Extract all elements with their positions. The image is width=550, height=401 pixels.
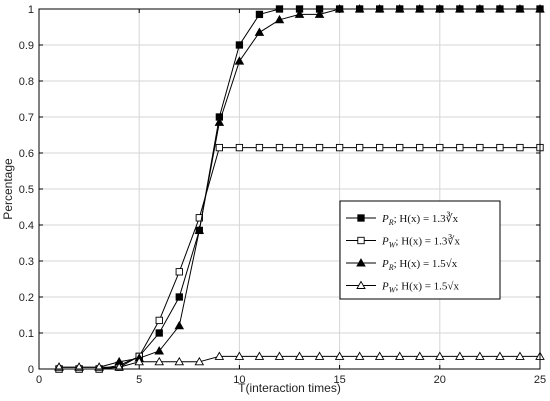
data-point <box>496 143 504 152</box>
data-point <box>495 351 505 360</box>
y-tick-label: 0.2 <box>19 292 34 304</box>
y-tick-label: 0.9 <box>19 40 34 52</box>
data-point <box>255 143 264 152</box>
y-tick-label: 0.3 <box>19 256 34 268</box>
y-tick-label: 0.7 <box>19 112 34 124</box>
tick-labels: 0 5 10 15 20 25 0 0.1 0.2 0.3 0.4 0.5 0.6 0.7 0.8 0.9 1 <box>19 4 546 386</box>
legend-marker <box>357 214 365 222</box>
data-point <box>414 351 425 360</box>
data-point <box>376 143 384 152</box>
data-point <box>214 117 225 126</box>
data-point <box>455 351 465 360</box>
legend-label: PW; H(x) = 1.3∛x <box>381 234 460 250</box>
data-point <box>295 143 304 152</box>
data-point <box>275 143 284 152</box>
data-point <box>74 362 84 371</box>
data-point <box>394 351 405 360</box>
y-tick-label: 0.4 <box>19 220 34 232</box>
data-point <box>436 143 444 152</box>
legend: PR; H(x) = 1.3∛x PW; H(x) = 1.3∛x PR; H(x)… <box>339 200 501 300</box>
data-point <box>234 351 245 360</box>
data-point <box>174 320 185 330</box>
data-point <box>476 143 484 152</box>
x-tick-label: 5 <box>136 374 142 386</box>
data-point <box>195 214 203 222</box>
data-point <box>315 143 324 152</box>
y-tick-label: 0 <box>28 364 34 376</box>
data-point <box>254 351 265 360</box>
legend-marker <box>357 236 365 245</box>
data-point <box>355 143 364 152</box>
legend-item: PW; H(x) = 1.5√x <box>346 281 459 295</box>
data-point <box>516 143 524 152</box>
data-point <box>214 351 225 360</box>
data-point <box>54 362 64 371</box>
series-4 <box>54 351 545 371</box>
x-axis-label: T(interaction times) <box>238 381 341 395</box>
y-tick-label: 0.8 <box>19 76 34 88</box>
legend-marker <box>356 258 366 267</box>
data-point <box>396 143 404 152</box>
legend-box <box>339 200 501 300</box>
data-point <box>155 329 163 337</box>
data-point <box>416 143 424 152</box>
data-point <box>515 351 525 360</box>
legend-item: PW; H(x) = 1.3∛x <box>346 234 460 250</box>
data-point <box>154 346 165 355</box>
legend-label: PR; H(x) = 1.3∛x <box>381 211 459 227</box>
data-point <box>475 351 485 360</box>
data-point <box>314 9 325 18</box>
x-tick-label: 10 <box>233 374 245 386</box>
data-point <box>194 356 205 366</box>
data-point <box>194 225 205 234</box>
legend-item: PR; H(x) = 1.3∛x <box>346 211 459 227</box>
data-point <box>374 351 385 360</box>
data-point <box>294 351 305 360</box>
x-tick-label: 25 <box>534 374 546 386</box>
x-tick-label: 0 <box>36 374 42 386</box>
x-tick-label: 20 <box>434 374 446 386</box>
x-tick-label: 15 <box>333 374 345 386</box>
series-line <box>59 8 540 368</box>
data-point <box>174 356 185 366</box>
data-point <box>94 362 104 371</box>
data-point <box>235 41 244 49</box>
data-point <box>294 9 305 18</box>
legend-item: PR; H(x) = 1.5√x <box>346 258 458 272</box>
data-point <box>154 356 165 366</box>
data-point <box>335 143 344 152</box>
y-tick-label: 0.1 <box>19 328 34 340</box>
data-point <box>215 143 224 152</box>
data-point <box>274 14 285 24</box>
legend-label: PR; H(x) = 1.5√x <box>381 258 458 272</box>
data-point <box>175 268 183 276</box>
data-point <box>114 362 124 371</box>
y-axis-label: Percentage <box>1 158 15 220</box>
data-point <box>334 351 345 360</box>
data-point <box>456 143 464 152</box>
grid <box>38 8 541 370</box>
data-point <box>435 351 445 360</box>
data-point <box>235 143 244 152</box>
legend-marker <box>356 280 366 289</box>
data-point <box>134 356 144 366</box>
y-tick-label: 0.6 <box>19 148 34 160</box>
data-point <box>314 351 325 360</box>
legend-label: PW; H(x) = 1.5√x <box>381 281 459 295</box>
data-point <box>155 316 163 325</box>
y-tick-label: 1 <box>28 4 34 16</box>
data-point <box>274 351 285 360</box>
data-point <box>175 293 183 301</box>
data-point <box>234 56 245 65</box>
data-point <box>354 351 365 360</box>
series-3 <box>54 4 545 371</box>
data-point <box>254 27 265 36</box>
data-point <box>255 10 264 19</box>
y-tick-label: 0.5 <box>19 184 34 196</box>
